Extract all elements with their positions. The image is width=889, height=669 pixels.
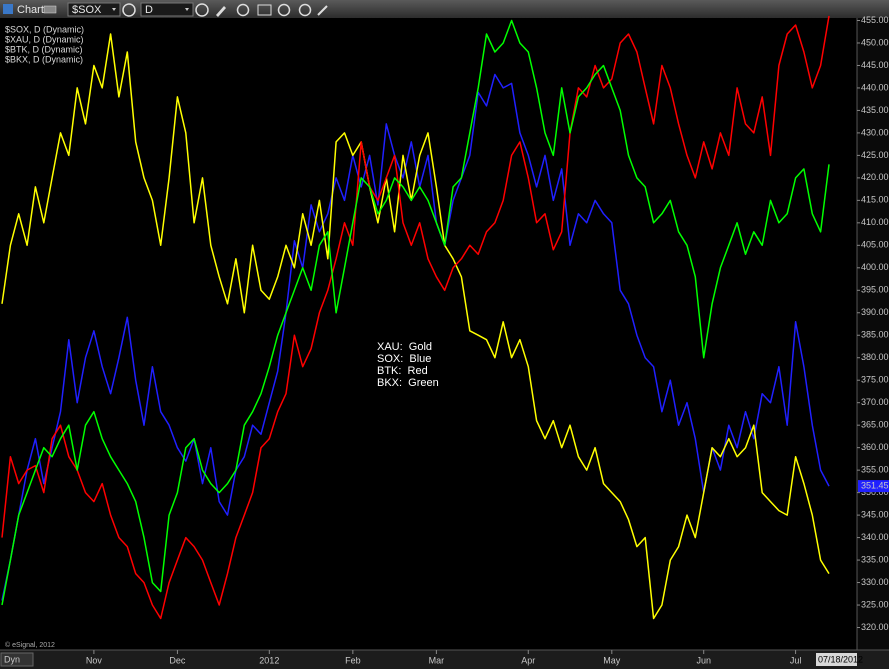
x-axis-panel — [0, 650, 889, 669]
toolbar — [0, 0, 889, 18]
y-axis-panel — [857, 18, 889, 650]
zoom-icon[interactable] — [298, 3, 312, 17]
series-line — [1, 19, 830, 606]
legend-entry: $SOX, D (Dynamic) — [5, 24, 84, 34]
last-value-box — [858, 480, 889, 493]
settings-icon[interactable] — [122, 3, 136, 17]
y-tick-label: 360.00 — [861, 442, 889, 452]
series-line — [1, 73, 830, 601]
y-tick-label: 395.00 — [861, 285, 889, 295]
y-tick-label: 325.00 — [861, 599, 889, 609]
y-tick-label: 345.00 — [861, 509, 889, 519]
y-tick-label: 380.00 — [861, 352, 889, 362]
x-tick-label: 2012 — [259, 655, 279, 665]
clock-icon[interactable] — [195, 3, 209, 17]
y-tick-label: 410.00 — [861, 217, 889, 227]
interval-text: D — [145, 4, 153, 16]
window-icon[interactable] — [257, 4, 272, 16]
y-tick-label: 340.00 — [861, 532, 889, 542]
y-tick-label: 450.00 — [861, 37, 889, 47]
y-tick-label: 430.00 — [861, 127, 889, 137]
y-tick-label: 385.00 — [861, 330, 889, 340]
cursor-icon[interactable] — [236, 3, 250, 17]
y-tick-label: 375.00 — [861, 375, 889, 385]
x-tick-label: May — [603, 655, 621, 665]
play-icon[interactable] — [277, 3, 291, 17]
y-tick-label: 425.00 — [861, 150, 889, 160]
y-tick-label: 435.00 — [861, 105, 889, 115]
x-tick-label: Dec — [169, 655, 186, 665]
series-line — [1, 33, 830, 620]
x-tick-label: Apr — [521, 655, 535, 665]
y-tick-label: 455.00 — [861, 15, 889, 25]
date-box — [816, 653, 857, 666]
symbol-text: $SOX — [72, 4, 102, 16]
annotation: BTK: Red — [377, 365, 428, 377]
y-tick-label: 365.00 — [861, 420, 889, 430]
y-tick-label: 445.00 — [861, 60, 889, 70]
y-tick-label: 355.00 — [861, 465, 889, 475]
window-title: Chart — [17, 4, 44, 16]
tool-icon[interactable] — [317, 5, 328, 16]
x-tick-label: Jul — [790, 655, 802, 665]
draw-icon[interactable] — [216, 6, 226, 17]
y-tick-label: 420.00 — [861, 172, 889, 182]
last-value-label: 351.45 — [861, 480, 889, 490]
y-tick-label: 405.00 — [861, 240, 889, 250]
annotation: XAU: Gold — [377, 341, 432, 353]
link-icon[interactable] — [43, 5, 57, 14]
y-tick-label: 330.00 — [861, 577, 889, 587]
x-tick-label: Feb — [345, 655, 361, 665]
legend-entry: $BKX, D (Dynamic) — [5, 54, 83, 64]
annotation: SOX: Blue — [377, 353, 431, 365]
annotation: BKX: Green — [377, 377, 439, 389]
legend-entry: $XAU, D (Dynamic) — [5, 34, 84, 44]
x-tick-label: Mar — [429, 655, 445, 665]
y-tick-label: 415.00 — [861, 195, 889, 205]
dropdown-arrow — [185, 8, 189, 11]
x-tick-label: Jun — [696, 655, 711, 665]
y-tick-label: 440.00 — [861, 82, 889, 92]
symbol-input[interactable] — [67, 2, 121, 17]
legend-entry: $BTK, D (Dynamic) — [5, 44, 83, 54]
y-tick-label: 400.00 — [861, 262, 889, 272]
chart-icon — [3, 4, 13, 14]
y-tick-label: 335.00 — [861, 554, 889, 564]
x-tick-label: Nov — [86, 655, 103, 665]
y-tick-label: 390.00 — [861, 307, 889, 317]
interval-input[interactable] — [140, 2, 194, 17]
dropdown-arrow — [112, 8, 116, 11]
date-text: 07/18/2012 — [818, 654, 863, 664]
mode-button[interactable] — [0, 652, 34, 667]
series-line — [1, 15, 830, 620]
y-tick-label: 370.00 — [861, 397, 889, 407]
y-tick-label: 320.00 — [861, 622, 889, 632]
mode-text: Dyn — [4, 654, 20, 664]
copyright: © eSignal, 2012 — [5, 641, 55, 649]
